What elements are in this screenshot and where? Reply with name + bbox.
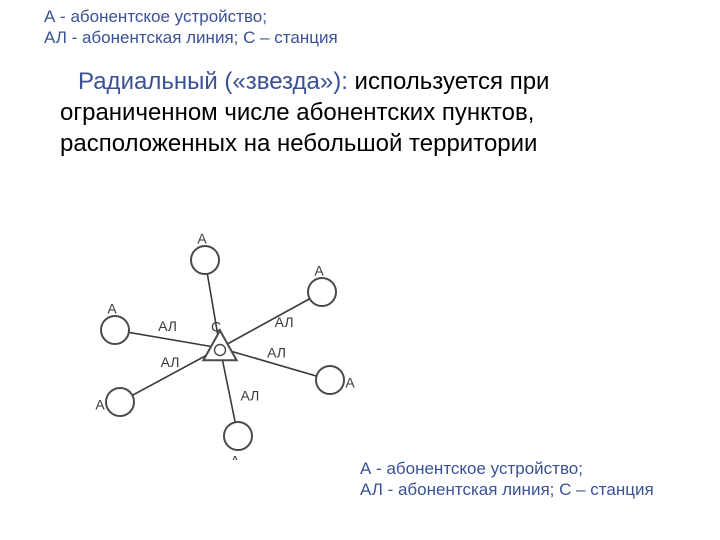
legend-top: А - абонентское устройство; АЛ - абонент… — [44, 6, 338, 49]
legend-top-line1: А - абонентское устройство; — [44, 6, 338, 27]
svg-text:А: А — [95, 397, 105, 413]
legend-top-line2: АЛ - абонентская линия; С – станция — [44, 27, 338, 48]
star-topology-diagram: АЛ АЛ АЛ АЛ АЛ А А А А А А С — [60, 230, 380, 460]
svg-text:АЛ: АЛ — [275, 314, 294, 330]
body-lead: Радиальный («звезда»): — [78, 68, 348, 95]
svg-text:АЛ: АЛ — [240, 387, 259, 403]
legend-bottom: А - абонентское устройство; АЛ - абонент… — [360, 458, 654, 501]
svg-text:А: А — [314, 263, 324, 279]
legend-bottom-line2: АЛ - абонентская линия; С – станция — [360, 479, 654, 500]
svg-text:АЛ: АЛ — [267, 345, 286, 361]
svg-text:АЛ: АЛ — [158, 318, 177, 334]
svg-text:А: А — [107, 301, 117, 317]
svg-text:С: С — [211, 319, 221, 335]
body-text: Радиальный («звезда»): используется при … — [60, 66, 660, 160]
svg-text:А: А — [197, 231, 207, 247]
legend-bottom-line1: А - абонентское устройство; — [360, 458, 654, 479]
svg-text:А: А — [230, 453, 240, 460]
svg-text:А: А — [345, 375, 355, 391]
svg-text:АЛ: АЛ — [161, 354, 180, 370]
